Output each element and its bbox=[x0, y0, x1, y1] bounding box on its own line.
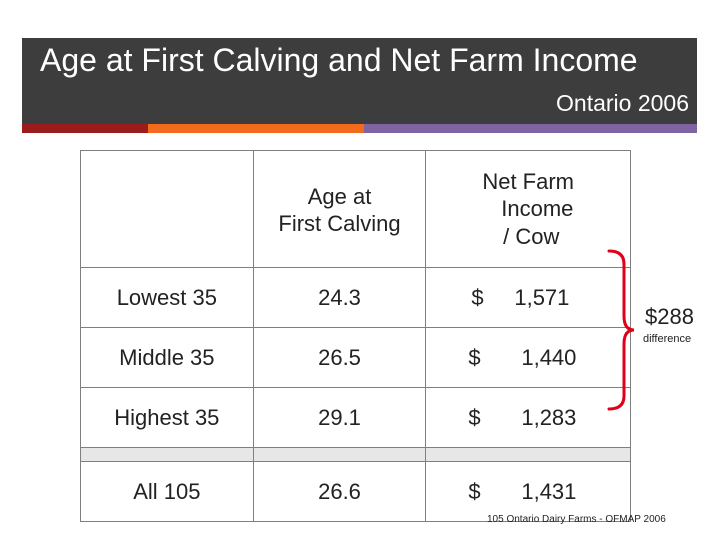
spacer-cell bbox=[80, 447, 254, 462]
row-income: $1,283 bbox=[425, 387, 631, 448]
row-label: All 105 bbox=[80, 461, 254, 522]
currency-symbol: $ bbox=[468, 344, 481, 370]
accent-stripe-red bbox=[22, 124, 148, 133]
row-age: 24.3 bbox=[252, 267, 427, 328]
table-row: Highest 35 29.1 $1,283 bbox=[80, 387, 631, 448]
brace-icon bbox=[607, 249, 635, 411]
spacer-cell bbox=[425, 447, 631, 462]
row-label: Lowest 35 bbox=[80, 267, 254, 328]
row-age: 26.5 bbox=[252, 327, 427, 388]
header-cell-income: Net Farm Income / Cow bbox=[425, 150, 631, 268]
title-bar: Age at First Calving and Net Farm Income… bbox=[22, 38, 697, 124]
row-label: Middle 35 bbox=[80, 327, 254, 388]
spacer-row bbox=[80, 447, 631, 462]
income-value: 1,440 bbox=[521, 344, 577, 370]
table-row: Middle 35 26.5 $1,440 bbox=[80, 327, 631, 388]
row-age: 26.6 bbox=[252, 461, 427, 522]
header-age-label: Age at First Calving bbox=[278, 183, 401, 237]
difference-value: $288 bbox=[645, 304, 694, 329]
slide-subtitle: Ontario 2006 bbox=[556, 90, 689, 116]
income-value: 1,571 bbox=[514, 284, 570, 310]
row-income: $1,571 bbox=[425, 267, 631, 328]
header-cell-age: Age at First Calving bbox=[252, 150, 427, 268]
row-income: $1,440 bbox=[425, 327, 631, 388]
currency-symbol: $ bbox=[471, 284, 484, 310]
table-header-row: Age at First Calving Net Farm Income / C… bbox=[80, 150, 631, 268]
income-value: 1,283 bbox=[521, 404, 577, 430]
brace-path bbox=[607, 249, 635, 411]
accent-stripe-purple bbox=[364, 124, 697, 133]
currency-symbol: $ bbox=[468, 478, 481, 504]
income-value: 1,431 bbox=[521, 478, 577, 504]
table-row-total: All 105 26.6 $1,431 bbox=[80, 461, 631, 522]
slide-title: Age at First Calving and Net Farm Income bbox=[40, 42, 638, 78]
income-table: Age at First Calving Net Farm Income / C… bbox=[80, 150, 631, 522]
row-label: Highest 35 bbox=[80, 387, 254, 448]
row-age: 29.1 bbox=[252, 387, 427, 448]
currency-symbol: $ bbox=[468, 404, 481, 430]
table-row: Lowest 35 24.3 $1,571 bbox=[80, 267, 631, 328]
header-cell-blank bbox=[80, 150, 254, 268]
accent-stripe-orange bbox=[148, 124, 364, 133]
source-footnote: 105 Ontario Dairy Farms - OFMAP 2006 bbox=[487, 514, 666, 525]
spacer-cell bbox=[252, 447, 427, 462]
header-income-label: Net Farm Income / Cow bbox=[482, 168, 575, 249]
difference-label: difference bbox=[643, 333, 692, 345]
row-income: $1,431 bbox=[425, 461, 631, 522]
